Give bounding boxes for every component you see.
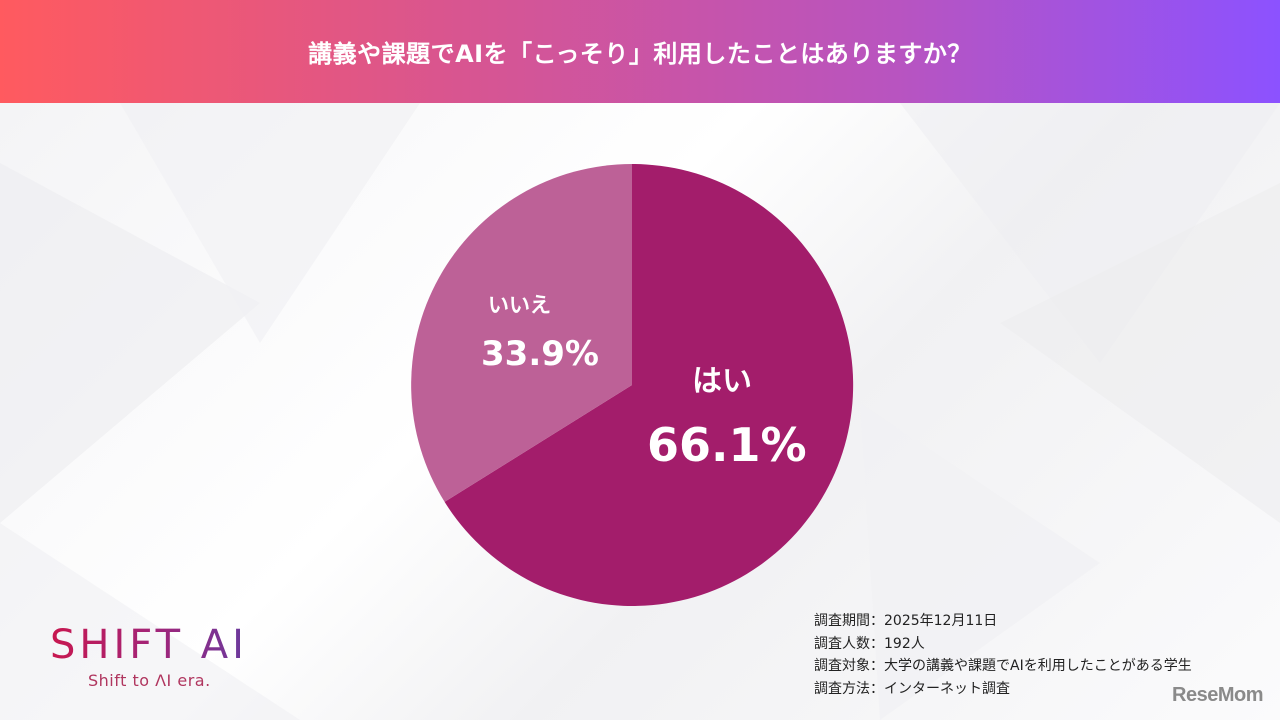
shift-ai-logo: SHIFT AI Shift to ΛI era. [50, 623, 248, 690]
slice-label-yes-name: はい [692, 364, 752, 399]
slice-label-yes-value: 66.1% [647, 418, 807, 472]
background-pattern [0, 103, 1280, 720]
survey-notes: 調査期間：2025年12月11日 調査人数：192人 調査対象：大学の講義や課題… [814, 610, 1192, 700]
pie-slice-yes [444, 163, 854, 606]
logo-tagline: Shift to ΛI era. [88, 671, 211, 690]
resemom-watermark: ReseMom [1172, 684, 1263, 706]
survey-period: 調査期間：2025年12月11日 [814, 613, 998, 629]
slice-label-no-name: いいえ [488, 293, 551, 317]
header-banner: 講義や課題でAIを「こっそり」利用したことはありますか？ [0, 0, 1280, 103]
survey-method: 調査方法：インターネット調査 [814, 680, 1010, 697]
pie-slice-no [411, 164, 632, 502]
slice-label-no-value: 33.9% [481, 334, 599, 374]
logo-wordmark: SHIFT AI [50, 622, 248, 668]
chart-title: 講義や課題でAIを「こっそり」利用したことはありますか？ [308, 40, 972, 68]
survey-target: 調査対象：大学の講義や課題でAIを利用したことがある学生 [814, 658, 1192, 674]
survey-count: 調査人数：192人 [814, 635, 925, 652]
